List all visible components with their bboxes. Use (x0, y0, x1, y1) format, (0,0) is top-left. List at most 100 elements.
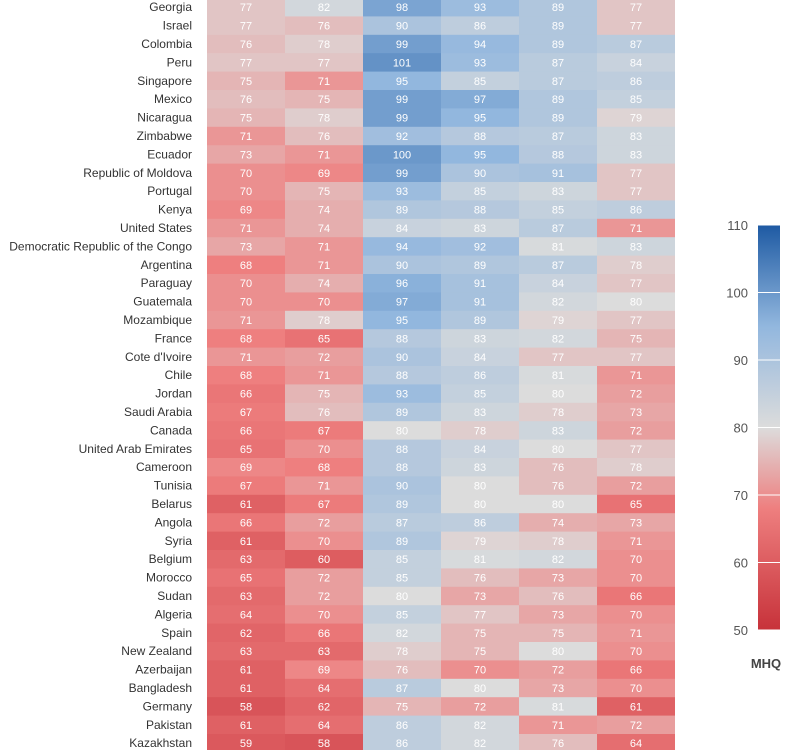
heatmap-cell (363, 715, 441, 735)
cell-value: 71 (318, 260, 330, 272)
heatmap-cell (363, 237, 441, 256)
heatmap-cell (285, 513, 363, 532)
heatmap-cell (597, 108, 675, 128)
cell-value: 77 (630, 21, 642, 33)
heatmap-cell (363, 421, 441, 440)
heatmap-cell (519, 310, 597, 330)
heatmap-cell (519, 476, 597, 496)
cell-value: 74 (318, 223, 330, 235)
heatmap-cell (207, 329, 285, 348)
cell-value: 73 (552, 573, 564, 585)
heatmap-cell (207, 494, 285, 514)
heatmap-cell (207, 34, 285, 54)
heatmap-cell (597, 439, 675, 459)
cell-value: 101 (393, 57, 411, 69)
cell-value: 83 (630, 241, 642, 253)
heatmap-cell (363, 568, 441, 588)
heatmap-cell (285, 568, 363, 588)
heatmap-cell (285, 163, 363, 183)
heatmap-cell (363, 458, 441, 477)
cell-value: 87 (630, 39, 642, 51)
cell-value: 91 (474, 297, 486, 309)
heatmap-cell (363, 34, 441, 54)
heatmap-cell (441, 53, 519, 72)
cell-value: 68 (240, 333, 252, 345)
heatmap-cell (597, 476, 675, 496)
cell-value: 75 (240, 113, 252, 125)
row-label: Cote d'Ivoire (125, 350, 192, 364)
heatmap-cell (285, 402, 363, 422)
heatmap-cell (519, 623, 597, 643)
heatmap-cell (519, 347, 597, 367)
cell-value: 70 (318, 536, 330, 548)
cell-value: 71 (318, 241, 330, 253)
cell-value: 89 (552, 39, 564, 51)
heatmap-cell (363, 402, 441, 422)
cell-value: 89 (552, 113, 564, 125)
cell-value: 78 (630, 462, 642, 474)
cell-value: 80 (552, 646, 564, 658)
heatmap-cell (207, 292, 285, 312)
heatmap-cell (519, 586, 597, 606)
heatmap-cell (441, 16, 519, 36)
cell-value: 85 (474, 76, 486, 88)
cell-value: 72 (474, 701, 486, 713)
cell-value: 76 (552, 591, 564, 603)
row-label: Angola (155, 515, 193, 529)
heatmap-cell (519, 697, 597, 716)
colorbar-tick-label: 60 (734, 556, 748, 571)
heatmap-cell (207, 163, 285, 183)
cell-value: 61 (240, 683, 252, 695)
heatmap-cell (363, 90, 441, 109)
cell-value: 83 (552, 425, 564, 437)
row-label: Guatemala (133, 295, 192, 309)
cell-value: 75 (552, 628, 564, 640)
cell-value: 76 (552, 481, 564, 493)
cell-value: 75 (474, 646, 486, 658)
cell-value: 95 (474, 113, 486, 125)
heatmap-cell (519, 531, 597, 551)
row-label: Pakistan (146, 718, 192, 732)
cell-value: 76 (240, 94, 252, 106)
heatmap-cell (363, 53, 441, 72)
heatmap-cell (285, 605, 363, 624)
cell-value: 71 (240, 223, 252, 235)
heatmap-cell (441, 163, 519, 183)
cell-value: 84 (630, 57, 642, 69)
heatmap-cell (441, 34, 519, 54)
row-label: Ecuador (147, 147, 192, 161)
heatmap-cell (519, 568, 597, 588)
row-label: Jordan (155, 387, 192, 401)
heatmap-cell (597, 255, 675, 275)
cell-value: 70 (318, 444, 330, 456)
cell-value: 77 (630, 168, 642, 180)
cell-value: 68 (240, 260, 252, 272)
heatmap-cell (207, 439, 285, 459)
heatmap-cell (441, 642, 519, 661)
heatmap-cell (597, 163, 675, 183)
heatmap-cell (519, 660, 597, 680)
cell-value: 64 (240, 609, 252, 621)
cell-value: 82 (552, 333, 564, 345)
cell-value: 74 (318, 278, 330, 290)
heatmap-cell (363, 108, 441, 128)
heatmap-cell (285, 274, 363, 293)
colorbar-ticks: 110 100 90 80 70 60 50 (726, 218, 780, 638)
cell-value: 81 (552, 370, 564, 382)
heatmap-cell (207, 16, 285, 36)
heatmap-cell (285, 642, 363, 661)
heatmap-cell (441, 310, 519, 330)
cell-value: 83 (474, 407, 486, 419)
heatmap-cell (285, 347, 363, 367)
cell-value: 76 (318, 407, 330, 419)
cell-value: 90 (396, 481, 408, 493)
heatmap-cell (519, 0, 597, 17)
colorbar-tick-label: 50 (734, 623, 748, 638)
heatmap-cell (441, 292, 519, 312)
cell-value: 61 (240, 536, 252, 548)
heatmap-cell (207, 126, 285, 146)
heatmap-cell (519, 237, 597, 256)
cell-value: 80 (552, 444, 564, 456)
cell-value: 72 (630, 481, 642, 493)
cell-value: 66 (240, 425, 252, 437)
